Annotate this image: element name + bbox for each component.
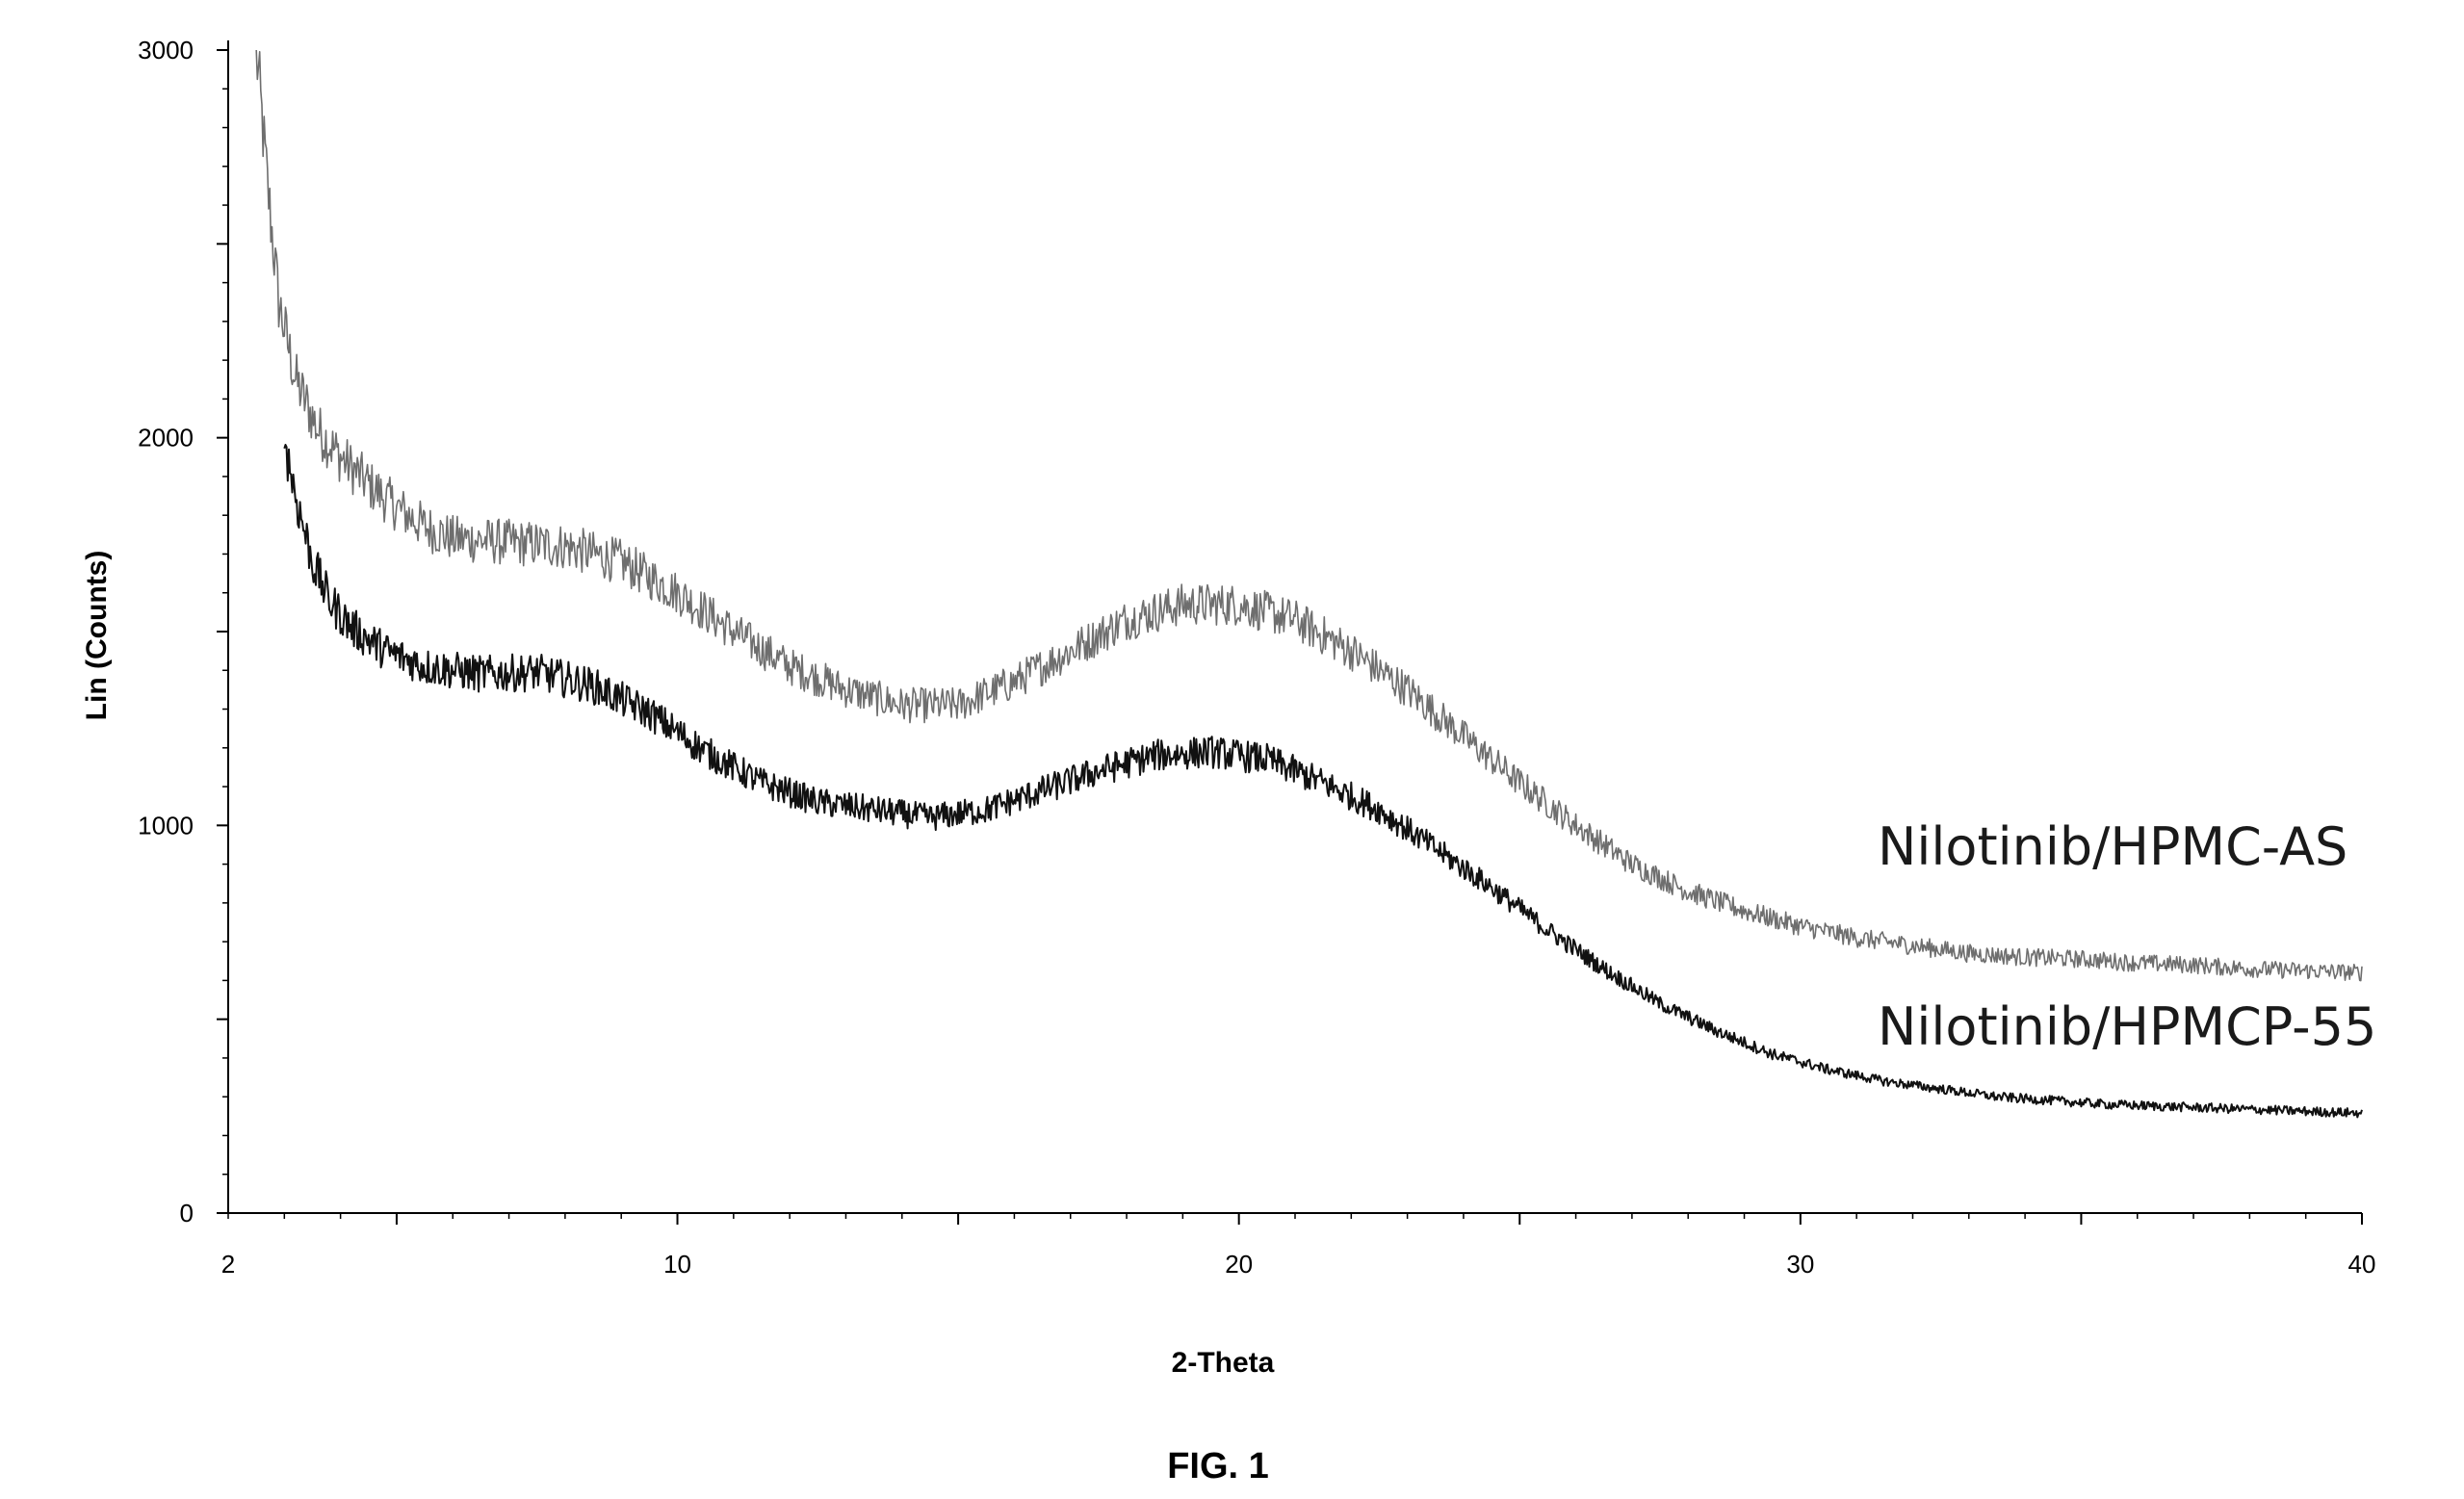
- x-tick-label: 2: [221, 1250, 235, 1279]
- x-tick-label: 30: [1786, 1250, 1814, 1279]
- series-line-hpmcp-55: [283, 444, 2363, 1119]
- y-tick-label: 0: [180, 1199, 194, 1228]
- x-tick-label: 20: [1225, 1250, 1253, 1279]
- x-tick-label: 10: [663, 1250, 691, 1279]
- x-tick-label: 40: [2348, 1250, 2376, 1279]
- ticks: 2 10 20 30 40 0 1000 2000 3000: [138, 36, 2375, 1279]
- series-label-hpmc-as: Nilotinib/HPMC-AS: [1878, 816, 2347, 877]
- series-line-hpmc-as: [255, 49, 2363, 982]
- figure-caption: FIG. 1: [1167, 1446, 1269, 1486]
- x-axis-title: 2-Theta: [1172, 1347, 1275, 1379]
- y-tick-label: 2000: [138, 424, 194, 452]
- y-axis-title: Lin (Counts): [81, 551, 113, 721]
- y-tick-label: 1000: [138, 811, 194, 840]
- series-group: [255, 49, 2363, 1119]
- y-tick-label: 3000: [138, 36, 194, 65]
- series-label-hpmcp-55: Nilotinib/HPMCP-55: [1878, 996, 2376, 1057]
